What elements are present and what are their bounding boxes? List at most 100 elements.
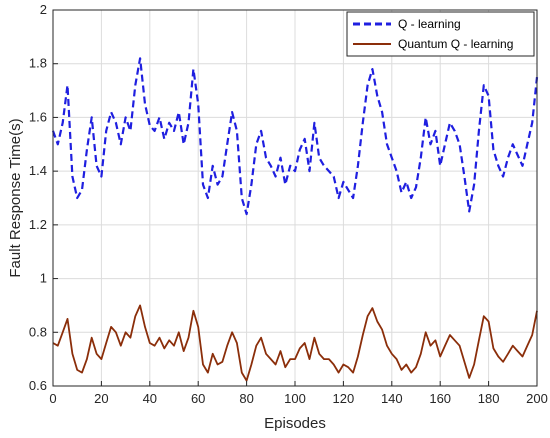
data-point [222, 176, 223, 177]
data-point [164, 138, 165, 139]
x-tick-label: 100 [284, 391, 306, 406]
data-point [401, 192, 402, 193]
data-point [372, 308, 373, 309]
data-point [125, 117, 126, 118]
data-point [454, 130, 455, 131]
series-line-quantum-q-learning [52, 304, 538, 382]
data-point [353, 372, 354, 373]
data-point [314, 337, 315, 338]
data-point [377, 321, 378, 322]
data-point [304, 342, 305, 343]
data-point [135, 85, 136, 86]
data-point [232, 112, 233, 113]
data-point [401, 369, 402, 370]
legend-box [346, 11, 535, 57]
data-point [173, 130, 174, 131]
y-tick-label: 1.4 [29, 163, 47, 178]
data-point [299, 348, 300, 349]
data-point [236, 342, 237, 343]
data-point [527, 144, 528, 145]
data-point [386, 144, 387, 145]
data-point [81, 372, 82, 373]
y-tick-label: 1 [40, 271, 47, 286]
data-point [232, 332, 233, 333]
x-tick-label: 140 [381, 391, 403, 406]
data-point [106, 342, 107, 343]
data-point [464, 361, 465, 362]
data-point [299, 149, 300, 150]
data-point [420, 353, 421, 354]
data-point [440, 356, 441, 357]
data-point [183, 144, 184, 145]
x-tick-label: 0 [49, 391, 56, 406]
data-point [270, 165, 271, 166]
y-tick-label: 1.2 [29, 217, 47, 232]
data-point [251, 364, 252, 365]
data-point [507, 353, 508, 354]
x-tick-label: 160 [429, 391, 451, 406]
data-point [449, 122, 450, 123]
data-point [227, 345, 228, 346]
data-point [314, 122, 315, 123]
x-tick-label: 60 [191, 391, 205, 406]
data-point [217, 184, 218, 185]
legend-label-q-learning: Q - learning [398, 17, 461, 31]
x-tick-label: 180 [478, 391, 500, 406]
y-axis-title: Fault Response Time(s) [7, 118, 24, 277]
data-point [328, 359, 329, 360]
data-point [159, 117, 160, 118]
data-point [159, 337, 160, 338]
data-point [503, 176, 504, 177]
data-point [198, 103, 199, 104]
data-point [91, 337, 92, 338]
data-point [338, 197, 339, 198]
data-point [261, 130, 262, 131]
data-point [62, 332, 63, 333]
data-point [188, 337, 189, 338]
data-point [57, 345, 58, 346]
data-point [478, 340, 479, 341]
data-point [285, 184, 286, 185]
data-point [309, 359, 310, 360]
data-point [222, 361, 223, 362]
data-point [469, 211, 470, 212]
data-point [512, 345, 513, 346]
data-point [164, 348, 165, 349]
data-point [251, 184, 252, 185]
x-tick-label: 20 [94, 391, 108, 406]
data-point [503, 361, 504, 362]
data-point [309, 171, 310, 172]
data-point [449, 334, 450, 335]
data-point [357, 356, 358, 357]
data-point [265, 157, 266, 158]
data-point [391, 353, 392, 354]
data-point [498, 356, 499, 357]
data-point [241, 197, 242, 198]
data-point [425, 117, 426, 118]
data-point [517, 351, 518, 352]
data-point [406, 181, 407, 182]
data-point [362, 334, 363, 335]
data-point [338, 372, 339, 373]
data-point [474, 364, 475, 365]
data-point [391, 157, 392, 158]
data-point [261, 337, 262, 338]
data-point [169, 340, 170, 341]
series-layer [51, 57, 539, 382]
data-point [483, 85, 484, 86]
data-point [246, 214, 247, 215]
data-point [193, 69, 194, 70]
data-point [256, 345, 257, 346]
data-point [333, 364, 334, 365]
data-point [367, 85, 368, 86]
data-point [367, 316, 368, 317]
data-point [323, 359, 324, 360]
data-point [430, 144, 431, 145]
data-point [454, 340, 455, 341]
data-point [411, 197, 412, 198]
data-point [290, 359, 291, 360]
data-point [207, 197, 208, 198]
data-point [323, 165, 324, 166]
data-point [435, 130, 436, 131]
